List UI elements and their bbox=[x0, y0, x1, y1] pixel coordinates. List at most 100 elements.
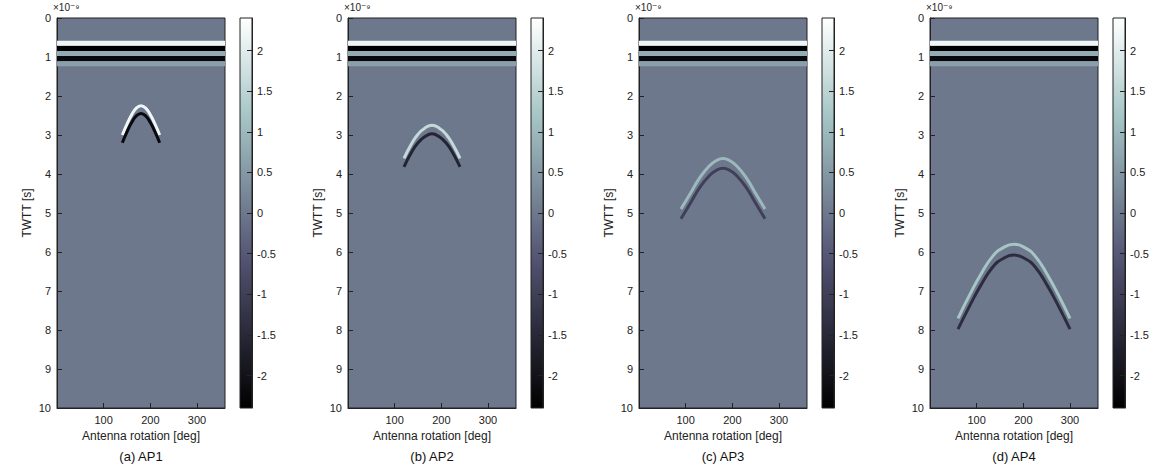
svg-text:9: 9 bbox=[627, 363, 633, 375]
svg-text:1: 1 bbox=[1130, 126, 1136, 138]
svg-text:8: 8 bbox=[918, 324, 924, 336]
svg-text:TWTT [s]: TWTT [s] bbox=[893, 188, 907, 237]
svg-text:0: 0 bbox=[918, 12, 924, 24]
svg-text:TWTT [s]: TWTT [s] bbox=[20, 188, 34, 237]
svg-text:5: 5 bbox=[627, 207, 633, 219]
svg-text:6: 6 bbox=[918, 246, 924, 258]
svg-text:200: 200 bbox=[1014, 414, 1032, 426]
svg-text:300: 300 bbox=[1061, 414, 1079, 426]
svg-text:8: 8 bbox=[45, 324, 51, 336]
svg-text:2: 2 bbox=[257, 45, 263, 57]
svg-text:-0.5: -0.5 bbox=[548, 248, 567, 260]
svg-text:9: 9 bbox=[45, 363, 51, 375]
svg-text:Antenna rotation [deg]: Antenna rotation [deg] bbox=[82, 429, 200, 443]
svg-text:100: 100 bbox=[385, 414, 403, 426]
svg-text:-1.5: -1.5 bbox=[1130, 329, 1149, 341]
svg-text:3: 3 bbox=[918, 129, 924, 141]
svg-text:7: 7 bbox=[918, 285, 924, 297]
svg-text:8: 8 bbox=[336, 324, 342, 336]
svg-text:5: 5 bbox=[918, 207, 924, 219]
svg-text:-1: -1 bbox=[1130, 288, 1140, 300]
svg-text:10: 10 bbox=[39, 402, 51, 414]
svg-text:1.5: 1.5 bbox=[548, 85, 563, 97]
svg-text:3: 3 bbox=[45, 129, 51, 141]
svg-text:2: 2 bbox=[1130, 45, 1136, 57]
svg-text:1: 1 bbox=[336, 51, 342, 63]
svg-text:-1.5: -1.5 bbox=[257, 329, 276, 341]
svg-text:(b) AP2: (b) AP2 bbox=[410, 449, 453, 464]
svg-text:×10⁻⁹: ×10⁻⁹ bbox=[926, 2, 953, 13]
svg-text:-1.5: -1.5 bbox=[548, 329, 567, 341]
svg-text:-1: -1 bbox=[839, 288, 849, 300]
svg-text:1.5: 1.5 bbox=[839, 85, 854, 97]
svg-text:1: 1 bbox=[839, 126, 845, 138]
svg-text:7: 7 bbox=[627, 285, 633, 297]
svg-text:0.5: 0.5 bbox=[839, 166, 854, 178]
svg-text:7: 7 bbox=[336, 285, 342, 297]
svg-text:-1: -1 bbox=[257, 288, 267, 300]
svg-text:6: 6 bbox=[45, 246, 51, 258]
svg-text:-0.5: -0.5 bbox=[1130, 248, 1149, 260]
svg-text:TWTT [s]: TWTT [s] bbox=[602, 188, 616, 237]
svg-text:4: 4 bbox=[627, 168, 633, 180]
svg-text:(d) AP4: (d) AP4 bbox=[992, 449, 1035, 464]
svg-text:100: 100 bbox=[676, 414, 694, 426]
svg-text:3: 3 bbox=[627, 129, 633, 141]
svg-text:-2: -2 bbox=[548, 370, 558, 382]
svg-text:×10⁻⁹: ×10⁻⁹ bbox=[53, 2, 80, 13]
svg-text:300: 300 bbox=[479, 414, 497, 426]
svg-text:7: 7 bbox=[45, 285, 51, 297]
svg-text:6: 6 bbox=[627, 246, 633, 258]
svg-text:8: 8 bbox=[627, 324, 633, 336]
svg-text:Antenna rotation [deg]: Antenna rotation [deg] bbox=[955, 429, 1073, 443]
svg-text:1: 1 bbox=[918, 51, 924, 63]
svg-text:1: 1 bbox=[548, 126, 554, 138]
svg-text:0: 0 bbox=[45, 12, 51, 24]
svg-text:10: 10 bbox=[621, 402, 633, 414]
svg-text:TWTT [s]: TWTT [s] bbox=[311, 188, 325, 237]
svg-text:-0.5: -0.5 bbox=[257, 248, 276, 260]
svg-text:200: 200 bbox=[723, 414, 741, 426]
svg-text:-2: -2 bbox=[1130, 370, 1140, 382]
svg-text:2: 2 bbox=[627, 90, 633, 102]
svg-text:1: 1 bbox=[627, 51, 633, 63]
svg-text:×10⁻⁹: ×10⁻⁹ bbox=[344, 2, 371, 13]
svg-text:300: 300 bbox=[188, 414, 206, 426]
svg-text:0.5: 0.5 bbox=[257, 166, 272, 178]
svg-text:0: 0 bbox=[257, 207, 263, 219]
svg-text:4: 4 bbox=[336, 168, 342, 180]
svg-text:5: 5 bbox=[336, 207, 342, 219]
svg-text:100: 100 bbox=[94, 414, 112, 426]
svg-text:0: 0 bbox=[839, 207, 845, 219]
svg-text:0.5: 0.5 bbox=[1130, 166, 1145, 178]
svg-text:10: 10 bbox=[912, 402, 924, 414]
svg-text:4: 4 bbox=[918, 168, 924, 180]
svg-text:-2: -2 bbox=[839, 370, 849, 382]
svg-text:(a) AP1: (a) AP1 bbox=[119, 449, 162, 464]
svg-text:0: 0 bbox=[1130, 207, 1136, 219]
svg-text:100: 100 bbox=[967, 414, 985, 426]
svg-text:300: 300 bbox=[770, 414, 788, 426]
svg-text:-0.5: -0.5 bbox=[839, 248, 858, 260]
svg-text:5: 5 bbox=[45, 207, 51, 219]
svg-text:2: 2 bbox=[45, 90, 51, 102]
svg-text:2: 2 bbox=[548, 45, 554, 57]
svg-text:2: 2 bbox=[918, 90, 924, 102]
svg-text:Antenna rotation [deg]: Antenna rotation [deg] bbox=[373, 429, 491, 443]
svg-text:1.5: 1.5 bbox=[1130, 85, 1145, 97]
svg-text:2: 2 bbox=[839, 45, 845, 57]
svg-text:-2: -2 bbox=[257, 370, 267, 382]
svg-text:-1.5: -1.5 bbox=[839, 329, 858, 341]
svg-text:3: 3 bbox=[336, 129, 342, 141]
svg-text:9: 9 bbox=[336, 363, 342, 375]
svg-text:Antenna rotation [deg]: Antenna rotation [deg] bbox=[664, 429, 782, 443]
svg-text:9: 9 bbox=[918, 363, 924, 375]
svg-text:1: 1 bbox=[257, 126, 263, 138]
svg-text:2: 2 bbox=[336, 90, 342, 102]
svg-text:0: 0 bbox=[336, 12, 342, 24]
svg-text:1: 1 bbox=[45, 51, 51, 63]
svg-text:×10⁻⁹: ×10⁻⁹ bbox=[635, 2, 662, 13]
svg-text:1.5: 1.5 bbox=[257, 85, 272, 97]
svg-text:0: 0 bbox=[548, 207, 554, 219]
svg-text:(c) AP3: (c) AP3 bbox=[702, 449, 745, 464]
